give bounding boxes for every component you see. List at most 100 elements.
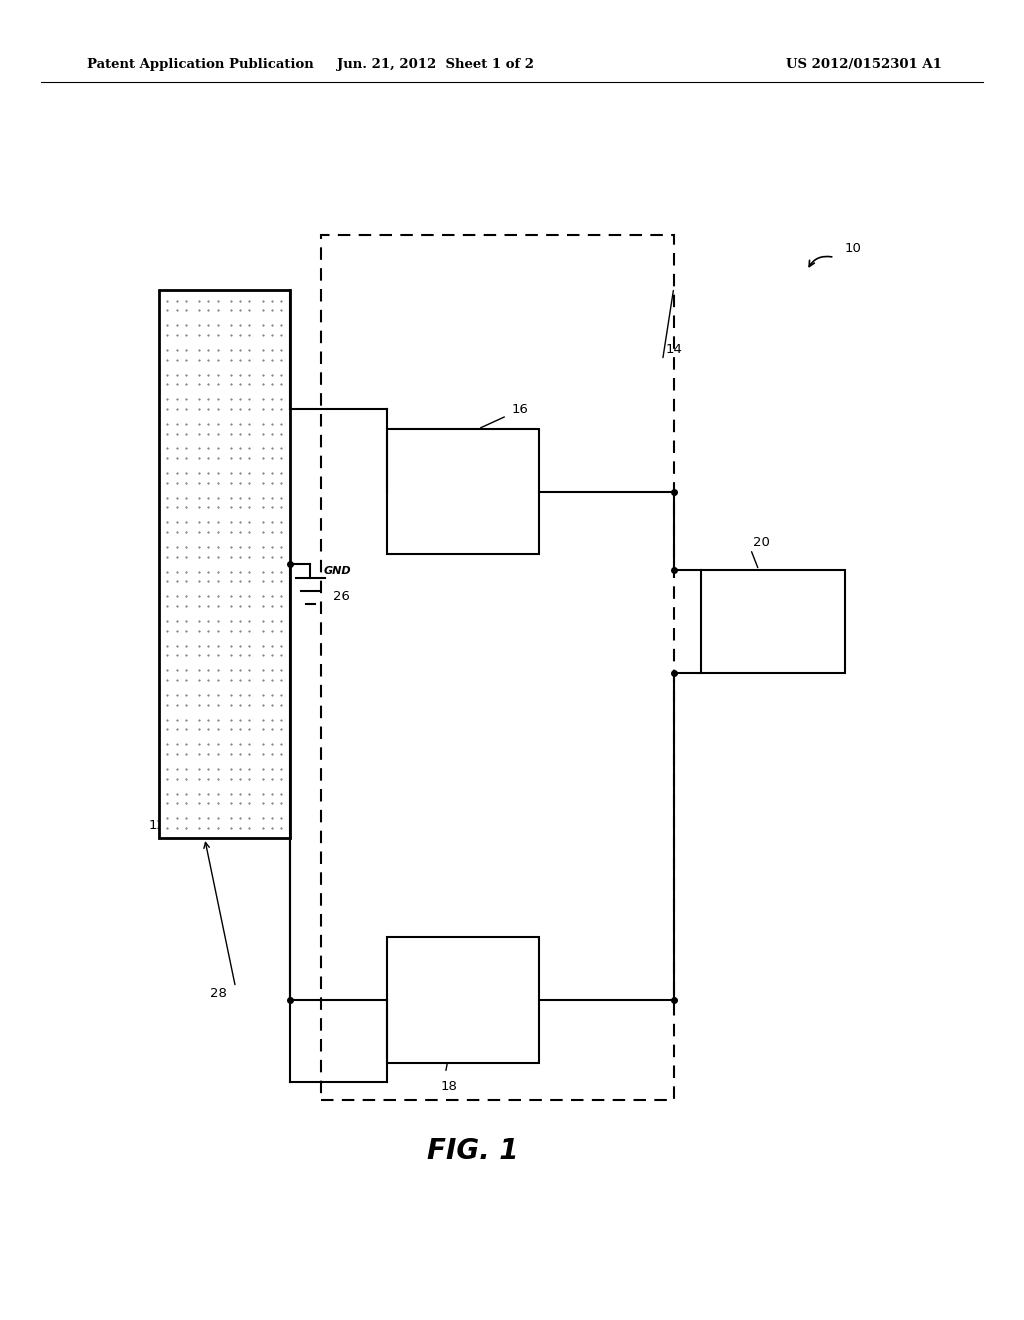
Text: GND: GND — [324, 566, 351, 576]
Bar — [256, 565, 287, 589]
Bar — [225, 516, 256, 539]
Text: FIG. 1: FIG. 1 — [427, 1137, 519, 1166]
Text: 26: 26 — [333, 590, 349, 603]
Bar — [225, 787, 256, 810]
Bar — [321, 235, 674, 1100]
Bar — [193, 294, 223, 317]
Bar — [193, 565, 223, 589]
Bar — [162, 491, 193, 515]
Bar — [193, 614, 223, 638]
Bar — [193, 713, 223, 737]
Text: US 2012/0152301 A1: US 2012/0152301 A1 — [786, 58, 942, 71]
Bar — [256, 417, 287, 441]
Bar — [162, 294, 193, 317]
Text: 16: 16 — [512, 403, 528, 416]
Bar — [225, 738, 256, 760]
Bar — [162, 688, 193, 711]
Bar — [225, 565, 256, 589]
Bar — [193, 343, 223, 367]
Bar — [162, 664, 193, 686]
Text: 24: 24 — [264, 825, 281, 838]
Bar — [256, 318, 287, 342]
Bar — [256, 294, 287, 317]
Bar — [162, 417, 193, 441]
Bar — [193, 392, 223, 416]
Bar — [162, 812, 193, 836]
Bar — [193, 491, 223, 515]
Bar — [225, 343, 256, 367]
Bar — [225, 688, 256, 711]
Text: 10: 10 — [845, 242, 861, 255]
Bar — [162, 540, 193, 564]
Text: Jun. 21, 2012  Sheet 1 of 2: Jun. 21, 2012 Sheet 1 of 2 — [337, 58, 534, 71]
Bar — [193, 812, 223, 836]
Bar — [162, 614, 193, 638]
Bar — [162, 787, 193, 810]
Bar — [193, 688, 223, 711]
Bar — [162, 590, 193, 612]
Bar — [193, 762, 223, 785]
Text: 12: 12 — [148, 818, 166, 832]
Text: Patent Application Publication: Patent Application Publication — [87, 58, 313, 71]
Bar — [256, 762, 287, 785]
Text: LOAD: LOAD — [754, 615, 793, 628]
Bar — [162, 762, 193, 785]
Bar — [193, 318, 223, 342]
Bar — [256, 442, 287, 465]
Bar — [225, 590, 256, 612]
Bar — [193, 417, 223, 441]
Bar — [159, 290, 290, 838]
Text: 28: 28 — [211, 987, 227, 1001]
Bar — [256, 491, 287, 515]
Bar — [193, 516, 223, 539]
Bar — [256, 738, 287, 760]
Bar — [162, 343, 193, 367]
Bar — [256, 392, 287, 416]
Bar — [162, 368, 193, 391]
Bar — [162, 639, 193, 663]
Bar — [225, 614, 256, 638]
Bar — [225, 664, 256, 686]
Bar — [701, 570, 845, 673]
Bar — [193, 664, 223, 686]
Bar — [193, 639, 223, 663]
Bar — [162, 565, 193, 589]
Bar — [256, 664, 287, 686]
Bar — [225, 392, 256, 416]
Bar — [225, 417, 256, 441]
Bar — [256, 343, 287, 367]
Bar — [162, 318, 193, 342]
Bar — [193, 368, 223, 391]
Bar — [256, 787, 287, 810]
Text: 20: 20 — [753, 536, 769, 549]
Bar — [162, 392, 193, 416]
Bar — [387, 429, 539, 554]
Text: 14: 14 — [666, 343, 682, 356]
Bar — [256, 540, 287, 564]
Bar — [193, 466, 223, 490]
Text: SECOND SERIES
BOOST
CONVERTER: SECOND SERIES BOOST CONVERTER — [417, 981, 509, 1019]
Bar — [256, 590, 287, 612]
Bar — [162, 516, 193, 539]
Bar — [193, 787, 223, 810]
Bar — [193, 442, 223, 465]
Bar — [225, 540, 256, 564]
Bar — [225, 491, 256, 515]
Bar — [225, 713, 256, 737]
Bar — [256, 688, 287, 711]
Bar — [256, 466, 287, 490]
Text: FIRST SERIES
BOOST
CONVERTER: FIRST SERIES BOOST CONVERTER — [424, 473, 502, 511]
Text: 18: 18 — [440, 1080, 457, 1093]
Bar — [162, 466, 193, 490]
Bar — [256, 368, 287, 391]
Bar — [162, 442, 193, 465]
Bar — [225, 368, 256, 391]
Bar — [256, 639, 287, 663]
Bar — [256, 713, 287, 737]
Bar — [225, 318, 256, 342]
Bar — [193, 540, 223, 564]
Text: 22: 22 — [175, 733, 193, 746]
Bar — [225, 812, 256, 836]
Bar — [387, 937, 539, 1063]
Bar — [256, 614, 287, 638]
